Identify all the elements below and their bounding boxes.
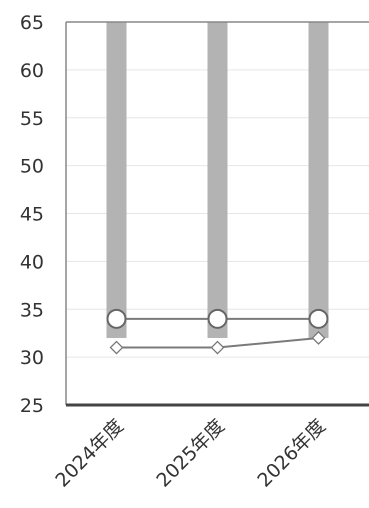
point-diamond [311, 331, 326, 345]
bar [207, 22, 228, 338]
x-tick-label: 2024年度 [51, 415, 128, 492]
y-tick-label: 55 [20, 108, 44, 130]
axes [65, 21, 369, 407]
point-diamond [210, 340, 225, 355]
point-circle [207, 308, 228, 329]
bar [308, 22, 329, 338]
y-tick-labels: 25 30 35 40 45 50 55 60 65 [20, 12, 44, 417]
y-tick-label: 25 [20, 395, 44, 417]
bars [106, 22, 329, 338]
y-tick-label: 50 [20, 156, 44, 178]
point-circle [106, 308, 127, 329]
x-tick-label: 2026年度 [253, 415, 330, 492]
y-tick-label: 65 [20, 12, 44, 34]
y-tick-label: 45 [20, 204, 44, 226]
y-tick-label: 40 [20, 251, 44, 273]
point-circle [308, 308, 329, 329]
y-tick-label: 30 [20, 347, 44, 369]
point-diamond [109, 340, 124, 355]
bar [106, 22, 127, 338]
y-tick-label: 60 [20, 60, 44, 82]
x-tick-labels: 2024年度 2025年度 2026年度 [51, 415, 330, 492]
x-tick-label: 2025年度 [152, 415, 229, 492]
series-lines [106, 308, 329, 355]
y-tick-label: 35 [20, 299, 44, 321]
